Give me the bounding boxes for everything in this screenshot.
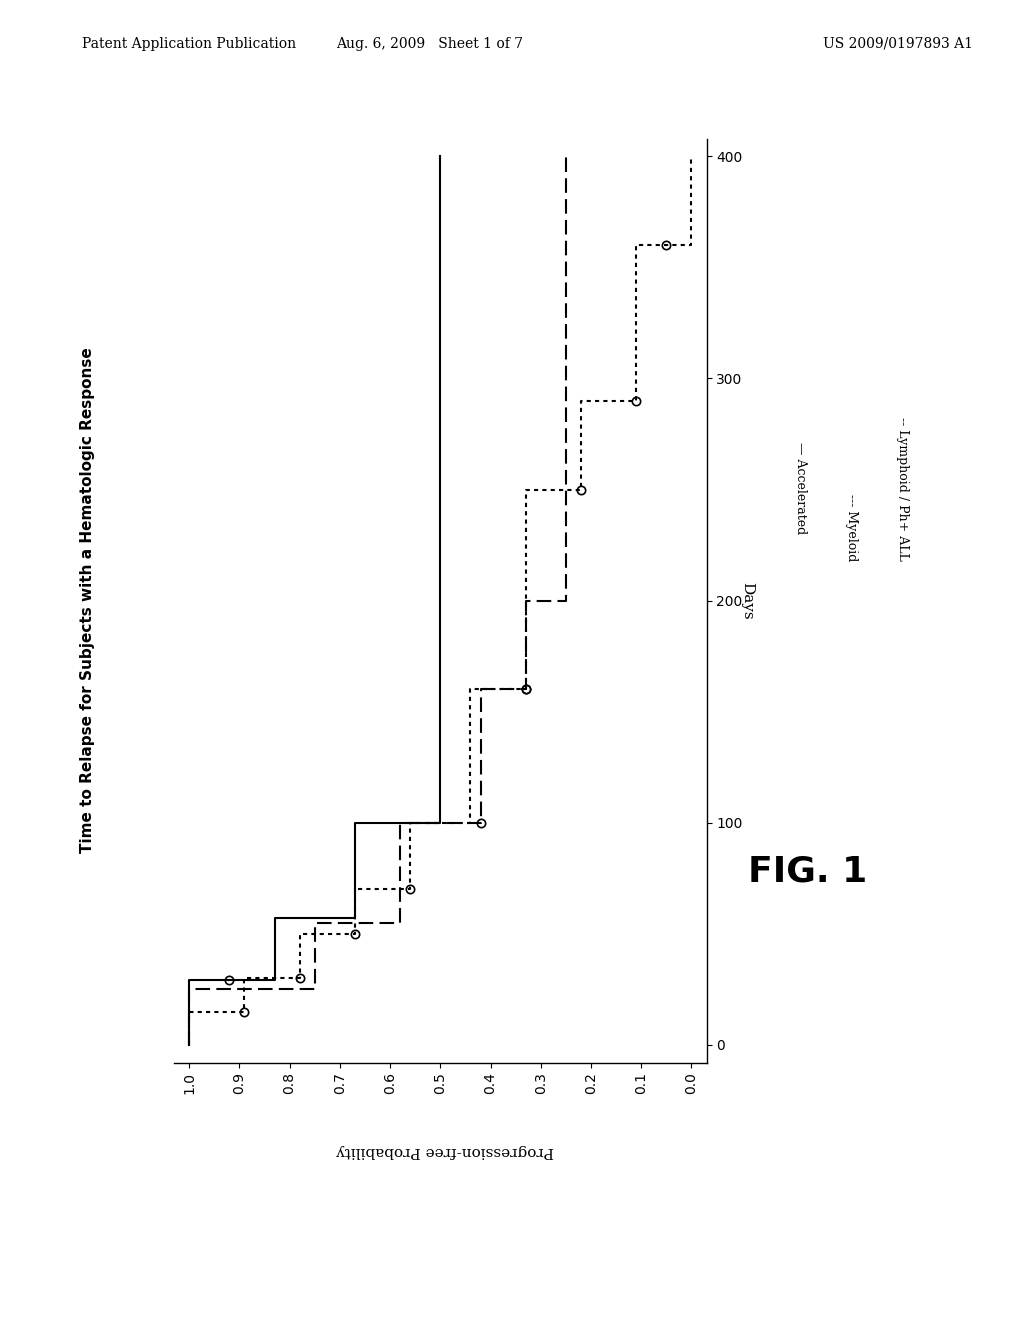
Text: Aug. 6, 2009   Sheet 1 of 7: Aug. 6, 2009 Sheet 1 of 7: [337, 37, 523, 51]
Text: FIG. 1: FIG. 1: [748, 854, 866, 888]
Y-axis label: Days: Days: [739, 582, 754, 619]
Text: — Accelerated: — Accelerated: [794, 442, 807, 535]
Text: --- Myeloid: --- Myeloid: [845, 494, 858, 562]
Text: Time to Relapse for Subjects with a Hematologic Response: Time to Relapse for Subjects with a Hema…: [80, 347, 94, 854]
Text: US 2009/0197893 A1: US 2009/0197893 A1: [823, 37, 973, 51]
Text: Patent Application Publication: Patent Application Publication: [82, 37, 296, 51]
Text: -- Lymphoid / Ph+ ALL: -- Lymphoid / Ph+ ALL: [896, 417, 909, 560]
Text: Progression-free Probability: Progression-free Probability: [337, 1144, 554, 1159]
